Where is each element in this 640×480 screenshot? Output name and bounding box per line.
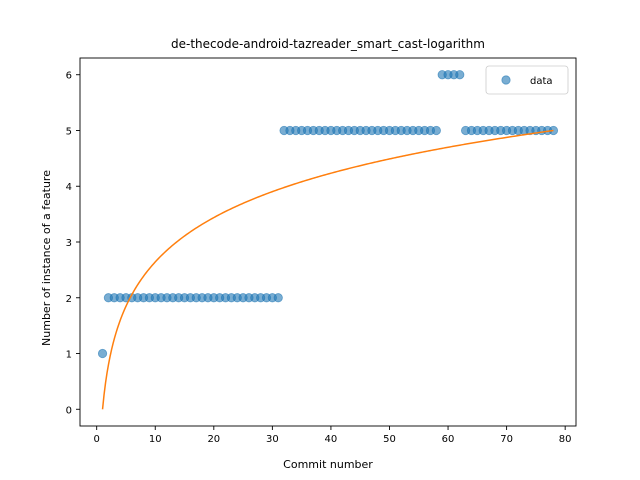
plot-area: 0 10 20 30 40 50 60 70 80 0 1 2 3 4 5 6 data <box>66 57 577 445</box>
y-tick-label: 6 <box>66 71 72 82</box>
x-tick-label: 10 <box>149 434 162 445</box>
legend-box <box>485 65 569 95</box>
chart-title: de-thecode-android-tazreader_smart_cast-… <box>171 37 485 51</box>
x-tick-label: 20 <box>207 434 220 445</box>
data-point <box>97 348 108 359</box>
y-tick-label: 2 <box>66 294 72 305</box>
data-point <box>273 293 283 303</box>
data-point <box>455 70 465 80</box>
fit-line <box>101 129 554 410</box>
legend-marker <box>501 75 511 85</box>
x-tick-label: 30 <box>266 434 279 445</box>
x-tick-label: 50 <box>383 434 396 445</box>
x-tick-label: 60 <box>442 434 455 445</box>
y-tick-label: 5 <box>66 126 72 137</box>
data-point <box>431 125 441 136</box>
x-tick-label: 40 <box>325 434 338 445</box>
legend-label: data <box>530 76 553 87</box>
y-tick-label: 0 <box>66 405 72 416</box>
y-tick-label: 3 <box>66 238 72 249</box>
legend: data <box>485 65 569 95</box>
x-tick-label: 80 <box>559 434 572 445</box>
y-axis-label: Number of instance of a feature <box>40 170 53 346</box>
y-tick-label: 4 <box>66 182 72 193</box>
x-tick-label: 0 <box>94 434 100 445</box>
y-tick-label: 1 <box>66 350 72 361</box>
x-axis-label: Commit number <box>283 458 373 471</box>
x-tick-label: 70 <box>500 434 513 445</box>
